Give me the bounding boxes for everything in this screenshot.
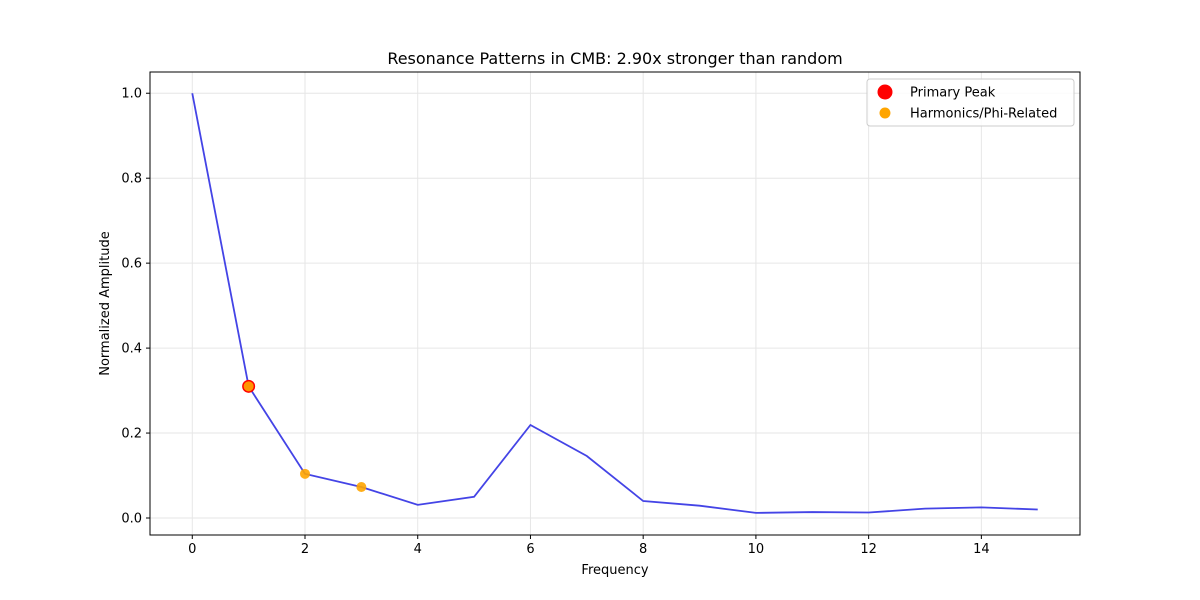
y-axis: 0.0 0.2 0.4 0.6 0.8 1.0: [121, 87, 150, 527]
x-tick-label: 0: [188, 542, 196, 557]
series-line-group: [191, 93, 1038, 514]
chart-title: Resonance Patterns in CMB: 2.90x stronge…: [387, 49, 842, 68]
y-tick-label: 0.0: [121, 512, 142, 527]
legend-box: [866, 78, 1075, 127]
x-axis-label: Frequency: [581, 563, 648, 578]
x-tick-label: 8: [639, 542, 647, 557]
legend-label: Primary Peak: [910, 86, 996, 101]
x-tick-label: 14: [973, 542, 990, 557]
legend-label: Harmonics/Phi-Related: [910, 107, 1057, 122]
grid: [150, 72, 1080, 535]
y-tick-label: 0.8: [121, 172, 142, 187]
harmonic-point: [300, 468, 310, 479]
primary-peak-harmonic-point: [243, 381, 254, 392]
harmonic-point: [356, 482, 367, 493]
y-tick-label: 1.0: [121, 87, 142, 102]
x-tick-label: 4: [414, 542, 422, 557]
y-axis-label: Normalized Amplitude: [98, 231, 113, 375]
y-tick-label: 0.2: [121, 427, 142, 442]
x-tick-label: 2: [301, 542, 309, 557]
y-tick-label: 0.6: [121, 257, 142, 272]
plot-frame: [149, 71, 1081, 536]
series-line: [191, 93, 1038, 514]
legend-marker-primary-peak: [877, 84, 893, 100]
marker-group: [242, 379, 367, 493]
x-axis: 0 2 4 6 8 10 12 14: [188, 535, 990, 557]
x-tick-label: 12: [860, 542, 877, 557]
legend: Primary Peak Harmonics/Phi-Related: [866, 78, 1075, 127]
legend-marker-harmonics: [879, 107, 891, 119]
y-tick-label: 0.4: [121, 342, 142, 357]
x-tick-label: 6: [526, 542, 534, 557]
x-tick-label: 10: [748, 542, 765, 557]
